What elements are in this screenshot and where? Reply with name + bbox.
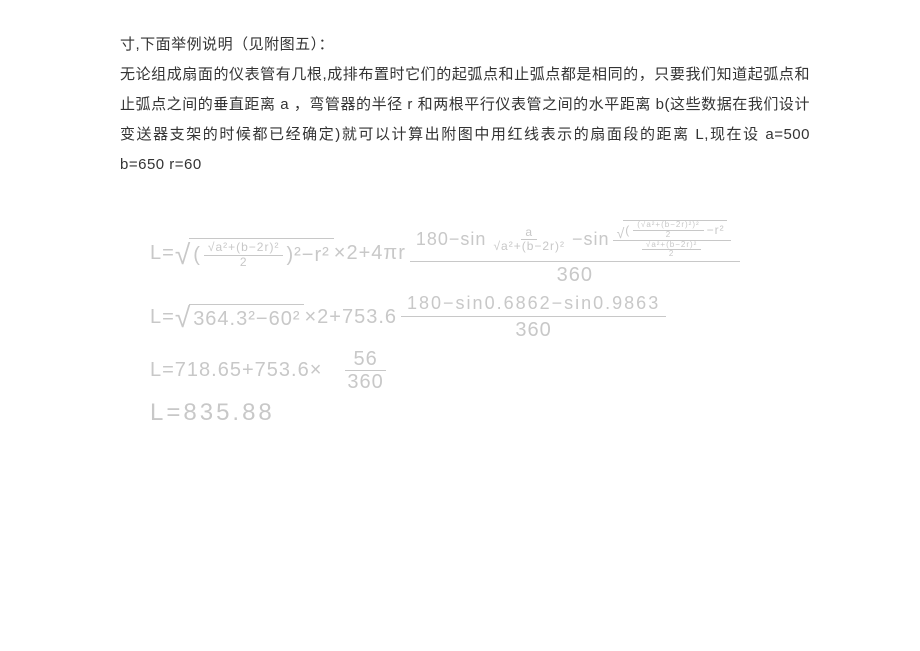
big-frac-top: 180−sin a √a²+(b−2r)² −sin √ ( (410, 220, 740, 262)
times-part: ×2+4πr (334, 242, 406, 265)
right-double-frac: √ ( (√a²+(b−2r)²)² 2 −r² (613, 220, 731, 259)
formula-block: L= √ ( √a²+(b−2r)² 2 )² −r² ×2+4πr 180−s… (120, 220, 810, 427)
f3-den: 360 (339, 371, 391, 393)
inner-frac: √a²+(b−2r)² 2 (204, 241, 284, 268)
frac-3: 56 360 (339, 348, 391, 393)
radicand: ( √a²+(b−2r)² 2 )² −r² (189, 238, 334, 268)
minus-sin: −sin (572, 229, 610, 250)
sqrt-outer: √ ( √a²+(b−2r)² 2 )² −r² (175, 238, 334, 268)
rp-open: ( (625, 224, 630, 237)
lhs: L= (150, 242, 175, 265)
big-frac-1: 180−sin a √a²+(b−2r)² −sin √ ( (410, 220, 740, 287)
result: 835.88 (183, 399, 274, 427)
inner-den: 2 (236, 256, 252, 269)
f3-num: 56 (345, 348, 385, 371)
right-outer-den-frac: √a²+(b−2r)² 2 (642, 241, 701, 260)
num-left: 180−sin (416, 229, 487, 250)
inner-num: √a²+(b−2r)² (204, 241, 284, 255)
text-line-1: 寸,下面举例说明（见附图五）： (120, 36, 334, 53)
right-bot: √a²+(b−2r)² 2 (635, 241, 708, 260)
nested-frac: a √a²+(b−2r)² (489, 226, 569, 253)
formula-line-2: L= √ 364.3²−60² ×2+753.6 180−sin0.6862−s… (150, 293, 810, 342)
big-frac-2: 180−sin0.6862−sin0.9863 360 (401, 293, 666, 342)
right-top: √ ( (√a²+(b−2r)²)² 2 −r² (613, 220, 731, 241)
formula-line-3: L=718.65 +753.6× 56 360 (150, 348, 810, 393)
bf2-bot: 360 (515, 317, 551, 342)
right-inner-frac: (√a²+(b−2r)²)² 2 (633, 221, 703, 240)
close-paren: )² (286, 244, 301, 267)
bf2-top: 180−sin0.6862−sin0.9863 (401, 293, 666, 317)
r-minus: −r² (707, 224, 725, 237)
radicand-2: 364.3²−60² (189, 304, 304, 332)
minus-r2: −r² (302, 244, 330, 267)
lhs: L=718.65 (150, 359, 242, 382)
open-paren: ( (193, 244, 201, 267)
right-sqrt: √ ( (√a²+(b−2r)²)² 2 −r² (617, 220, 727, 240)
nested-num: a (521, 226, 537, 240)
r-i-den: 2 (662, 231, 675, 240)
formula-line-1: L= √ ( √a²+(b−2r)² 2 )² −r² ×2+4πr 180−s… (150, 220, 810, 287)
lhs: L= (150, 306, 175, 329)
rod-den: 2 (665, 250, 678, 259)
text-paragraph-2: 无论组成扇面的仪表管有几根,成排布置时它们的起弧点和止弧点都是相同的，只要我们知… (120, 66, 810, 173)
big-frac-bot: 360 (557, 262, 593, 287)
plus: +753.6× (242, 359, 322, 382)
right-radicand: ( (√a²+(b−2r)²)² 2 −r² (623, 220, 726, 240)
body-paragraph: 寸,下面举例说明（见附图五）： 无论组成扇面的仪表管有几根,成排布置时它们的起弧… (120, 30, 810, 180)
after-sqrt: ×2+753.6 (304, 306, 397, 329)
formula-line-4: L= 835.88 (150, 399, 810, 427)
sqrt-2: √ 364.3²−60² (175, 304, 305, 332)
document-page: 寸,下面举例说明（见附图五）： 无论组成扇面的仪表管有几根,成排布置时它们的起弧… (0, 0, 920, 427)
nested-den: √a²+(b−2r)² (489, 240, 569, 253)
lhs: L= (150, 399, 183, 427)
